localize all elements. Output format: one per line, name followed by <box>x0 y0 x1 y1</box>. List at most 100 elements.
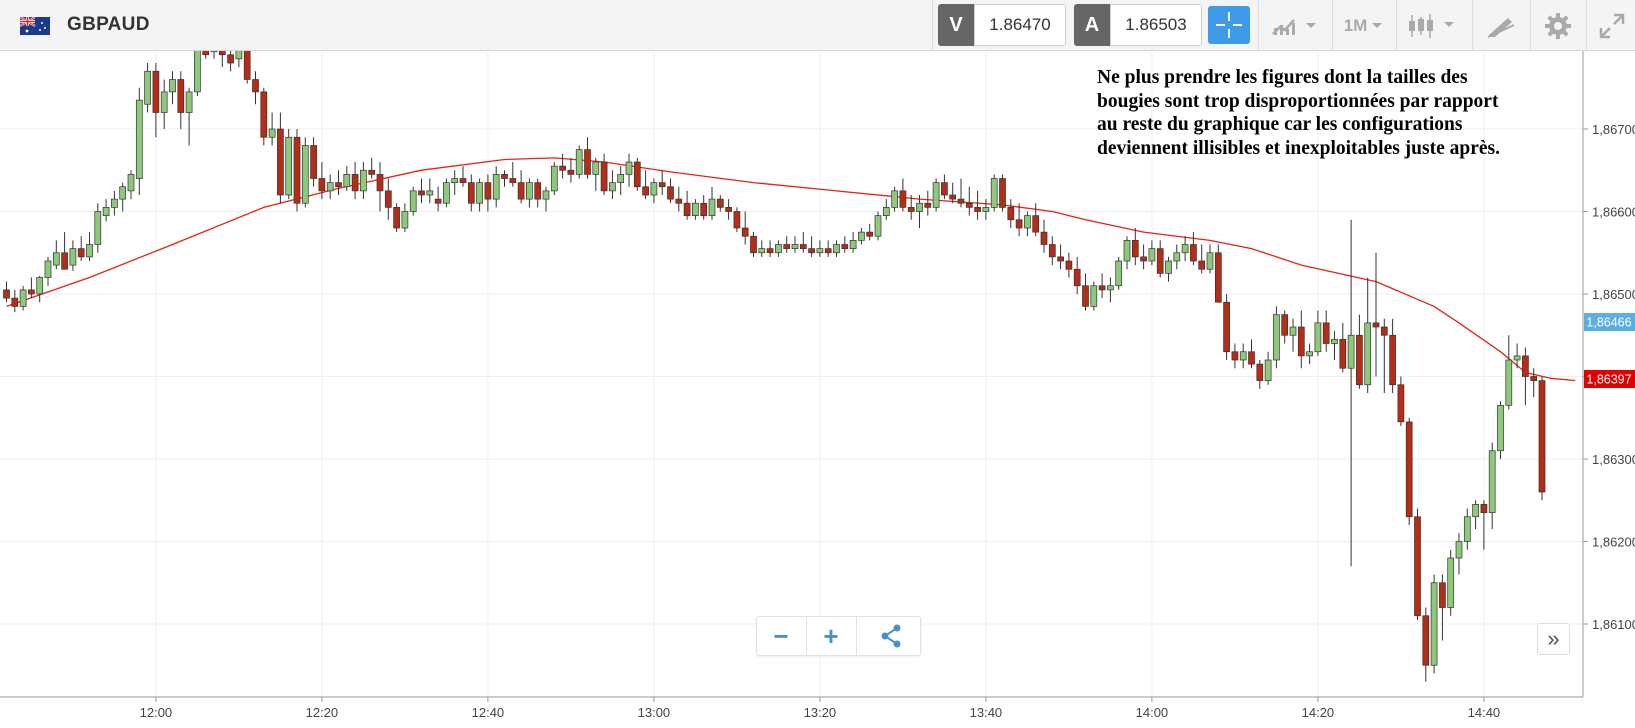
y-tick-label: 1,86100 <box>1592 617 1635 632</box>
toolbar: GBPAUD V 1.86470 A 1.86503 1M <box>0 0 1635 51</box>
candle <box>899 178 907 212</box>
candle-body-down <box>509 178 517 183</box>
candle <box>52 240 60 270</box>
candle-body-down <box>559 165 566 171</box>
candle <box>202 51 210 59</box>
x-tick-label: 14:40 <box>1468 705 1501 720</box>
y-tick-label: 1,86700 <box>1592 122 1635 137</box>
candle <box>600 153 608 195</box>
candle-body-up <box>1123 240 1131 262</box>
candle <box>1522 347 1529 406</box>
candle-body-down <box>1248 351 1255 365</box>
candle <box>982 199 990 220</box>
candle-body-up <box>882 207 890 216</box>
candle <box>210 51 218 59</box>
candle-body-up <box>791 244 799 249</box>
candle <box>932 178 940 212</box>
candle <box>1032 203 1040 237</box>
candle-body-down <box>824 248 832 254</box>
candle <box>1231 343 1239 369</box>
candle-body-down <box>310 145 317 179</box>
candle <box>1530 368 1538 398</box>
candle <box>1372 252 1380 377</box>
candle <box>609 170 616 200</box>
candle-body-down <box>1073 268 1081 287</box>
candle <box>916 195 923 228</box>
candle-body-up <box>476 182 483 204</box>
candle-body-up <box>1347 334 1355 369</box>
candle <box>725 199 732 220</box>
candle <box>467 174 475 212</box>
candle <box>766 240 774 257</box>
candle <box>393 203 400 233</box>
candle-body-down <box>841 244 849 249</box>
candle-body-down <box>1522 355 1529 377</box>
candle <box>1455 533 1463 575</box>
candle-body-up <box>1447 557 1455 608</box>
candle-body-down <box>941 182 948 196</box>
candle <box>741 211 749 245</box>
candle-body-down <box>1281 314 1289 336</box>
candle-body-down <box>28 289 35 295</box>
candle-body-down <box>658 182 666 188</box>
candle-body-up <box>1497 405 1504 452</box>
candle <box>1273 306 1280 369</box>
candle-body-down <box>1356 334 1363 386</box>
candle-body-down <box>393 207 400 229</box>
candle-body-up <box>102 207 110 216</box>
candle <box>384 178 392 220</box>
candle-body-down <box>501 174 508 179</box>
candle-body-up <box>1173 252 1181 262</box>
candle <box>1422 607 1430 682</box>
candle <box>376 162 384 212</box>
timeframe-selector[interactable]: 1M <box>1334 0 1394 51</box>
drawing-tools-button[interactable] <box>1474 0 1528 51</box>
candle-body-up <box>609 182 616 192</box>
candle <box>791 236 799 253</box>
zoom-out-button[interactable]: − <box>773 620 789 651</box>
candle-body-down <box>1131 240 1139 258</box>
settings-button[interactable] <box>1532 0 1584 51</box>
bid-price[interactable]: 1.86470 <box>974 4 1066 46</box>
candle <box>866 223 874 241</box>
candle <box>343 166 351 191</box>
candle-body-down <box>1480 504 1488 513</box>
candle-body-up <box>210 51 218 53</box>
chart-type-button[interactable] <box>1262 0 1330 51</box>
bid-label: V <box>938 4 974 46</box>
candle-body-up <box>185 91 193 113</box>
candle-body-up <box>858 231 865 241</box>
candle <box>77 236 85 261</box>
candle-body-up <box>1455 541 1463 559</box>
candle <box>218 51 226 68</box>
fullscreen-button[interactable] <box>1588 0 1635 51</box>
candle <box>567 157 575 183</box>
candle-body-down <box>725 207 732 212</box>
candle <box>1065 252 1073 278</box>
price-chart[interactable]: 1,861001,862001,863001,864001,865001,866… <box>0 51 1635 728</box>
scroll-to-end-button[interactable]: » <box>1537 623 1570 655</box>
ask-price[interactable]: 1.86503 <box>1110 4 1202 46</box>
candle-body-up <box>1505 359 1513 406</box>
candle-body-down <box>633 161 641 188</box>
candle <box>509 162 517 187</box>
candle <box>1380 318 1388 393</box>
candle-style-button[interactable] <box>1398 0 1470 51</box>
zoom-in-button[interactable]: + <box>823 620 839 651</box>
candle <box>1148 240 1156 266</box>
candle-body-up <box>990 178 998 208</box>
share-button[interactable] <box>867 617 915 655</box>
candle <box>559 153 566 179</box>
candle-body-down <box>642 186 649 196</box>
candle-body-down <box>3 289 10 299</box>
crosshair-button[interactable] <box>1208 6 1250 44</box>
candle <box>285 129 293 200</box>
candles-layer <box>3 51 1546 682</box>
candle <box>658 170 666 195</box>
candle-body-down <box>1140 256 1147 262</box>
candle-body-down <box>260 91 268 138</box>
candle <box>667 178 674 204</box>
x-tick-label: 13:00 <box>638 705 671 720</box>
candle-body-down <box>750 235 757 254</box>
candle <box>185 87 193 146</box>
